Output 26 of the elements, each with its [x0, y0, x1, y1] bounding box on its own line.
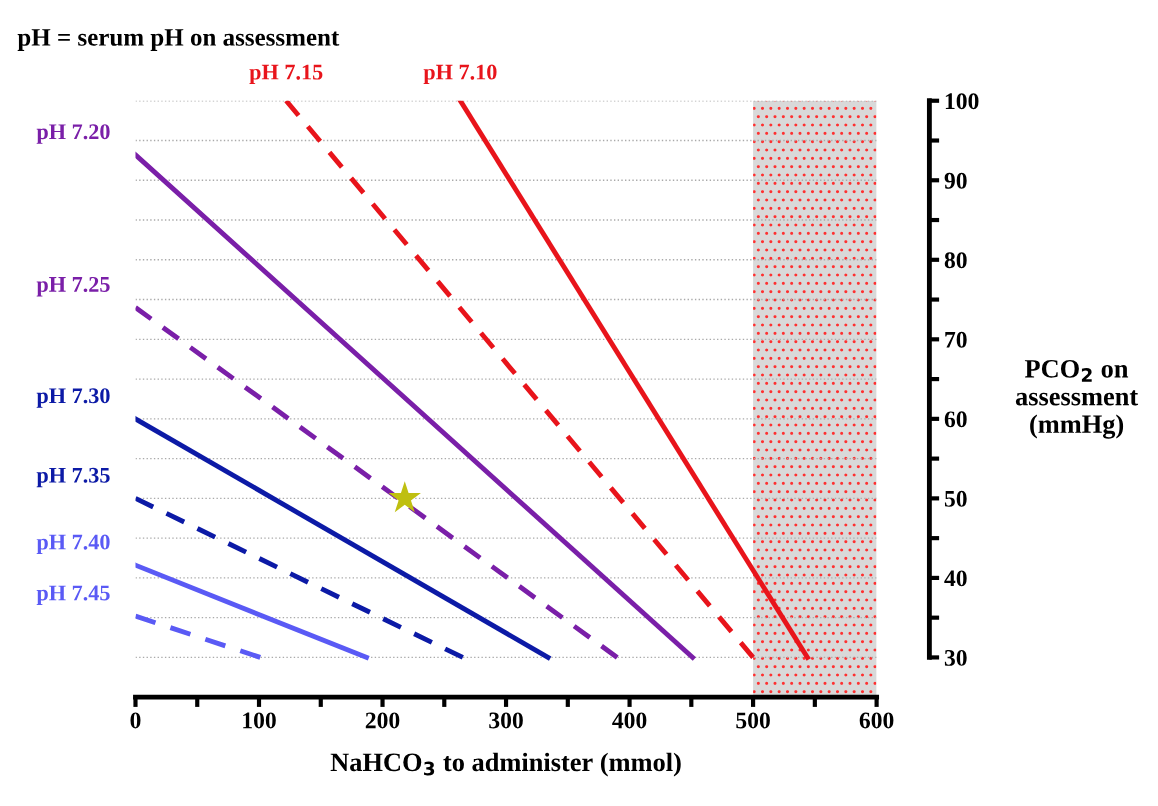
series-label: pH 7.35 [36, 467, 110, 488]
x-tick-label: 0 [130, 712, 141, 729]
x-tick-label: 100 [243, 712, 276, 729]
y-tick-label: 40 [944, 570, 967, 587]
y-tick-label: 90 [944, 172, 967, 189]
x-tick-label: 200 [365, 712, 400, 729]
series-label: pH 7.20 [36, 124, 110, 144]
x-tick-label: 600 [859, 712, 894, 729]
x-tick-label: 300 [489, 712, 523, 729]
series-label: pH 7.40 [36, 534, 110, 555]
y-tick-label: 30 [944, 649, 967, 666]
x-axis-title: NaHCO$_{3}$ to administer (mmol) [330, 752, 681, 777]
y-tick-label: 100 [945, 93, 979, 110]
y-axis-title: PCO$_{2}$ on assessment (mmHg) [1015, 359, 1139, 439]
x-tick-label: 500 [736, 712, 770, 729]
series-label: pH 7.25 [36, 276, 110, 297]
y-tick-label: 50 [944, 490, 967, 507]
series-label: pH 7.45 [36, 585, 110, 605]
y-tick-label: 60 [944, 411, 967, 428]
x-tick-label: 400 [612, 712, 647, 729]
y-tick-label: 80 [944, 252, 967, 269]
chart-title: pH = serum pH on assessment [17, 29, 340, 51]
y-tick-label: 70 [945, 331, 967, 348]
series-label: pH 7.30 [36, 388, 110, 408]
series-label: pH 7.10 [423, 64, 497, 85]
series-label: pH 7.15 [249, 64, 323, 85]
